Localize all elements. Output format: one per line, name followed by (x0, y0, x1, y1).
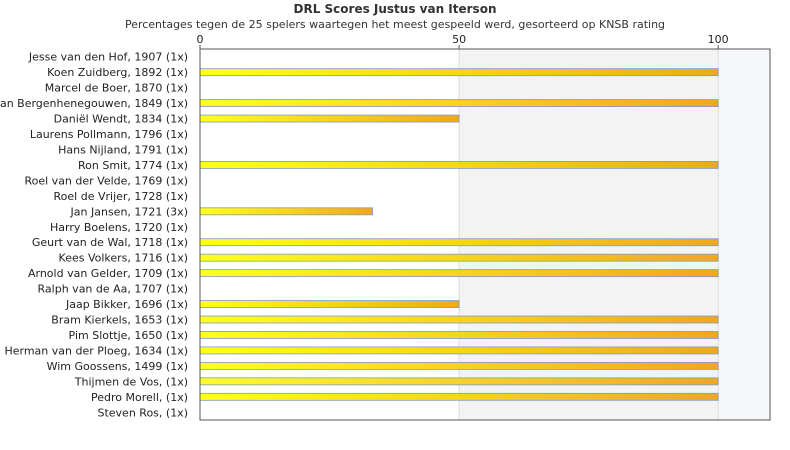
chart-subtitle: Percentages tegen de 25 spelers waartege… (124, 18, 666, 31)
bar (199, 161, 719, 169)
category-label: Daniël Wendt, 1834 (1x) (54, 113, 188, 126)
bar (199, 331, 719, 339)
x-tick-label: 100 (708, 33, 729, 46)
category-label: Wim Goossens, 1499 (1x) (47, 360, 188, 373)
category-label: Jan Jansen, 1721 (3x) (70, 205, 188, 218)
category-label: van Bergenhenegouwen, 1849 (1x) (0, 97, 188, 110)
bar (199, 207, 373, 216)
gridlines (458, 49, 719, 420)
category-label: Jesse van den Hof, 1907 (1x) (28, 51, 188, 64)
plot-band-right (718, 49, 770, 420)
y-axis-labels: Jesse van den Hof, 1907 (1x) Koen Zuidber… (0, 51, 188, 420)
x-tick-label: 0 (197, 33, 204, 46)
category-label: Laurens Pollmann, 1796 (1x) (30, 128, 188, 141)
category-label: Arnold van Gelder, 1709 (1x) (28, 267, 188, 280)
category-label: Koen Zuidberg, 1892 (1x) (47, 66, 188, 79)
category-label: Bram Kierkels, 1653 (1x) (51, 314, 188, 327)
category-label: Herman van der Ploeg, 1634 (1x) (4, 344, 188, 357)
category-label: Geurt van de Wal, 1718 (1x) (32, 236, 188, 249)
bar (199, 392, 719, 401)
category-label: Ralph van de Aa, 1707 (1x) (38, 283, 188, 296)
plot-frame (199, 48, 771, 421)
category-label: Hans Nijland, 1791 (1x) (58, 143, 188, 156)
bar (199, 99, 719, 108)
bar (199, 377, 719, 386)
bar (199, 238, 719, 247)
plot-band-left (200, 49, 460, 420)
category-label: Pedro Morell, (1x) (91, 391, 188, 404)
category-label: Roel de Vrijer, 1728 (1x) (54, 190, 188, 203)
category-label: Marcel de Boer, 1870 (1x) (45, 82, 188, 95)
x-axis-ticks: 0 50 100 (197, 33, 729, 49)
bar (199, 346, 719, 355)
bar (199, 269, 719, 278)
category-label: Jaap Bikker, 1696 (1x) (65, 298, 188, 311)
category-label: Steven Ros, (1x) (97, 406, 188, 419)
chart-title: DRL Scores Justus van Iterson (293, 2, 497, 16)
bar (199, 68, 719, 77)
bar (199, 300, 460, 308)
category-label: Pim Slottje, 1650 (1x) (69, 329, 188, 342)
category-label: Ron Smit, 1774 (1x) (78, 159, 188, 172)
x-tick-label: 50 (452, 33, 466, 46)
bar (199, 253, 719, 262)
category-label: Harry Boelens, 1720 (1x) (50, 221, 188, 234)
plot-background (200, 49, 770, 420)
bar (199, 114, 460, 123)
bar (199, 361, 719, 370)
category-label: Kees Volkers, 1716 (1x) (59, 252, 188, 265)
category-label: Roel van der Velde, 1769 (1x) (24, 174, 188, 187)
plot-band-middle (459, 49, 719, 420)
category-label: Thijmen de Vos, (1x) (74, 375, 188, 388)
bar (199, 315, 719, 324)
